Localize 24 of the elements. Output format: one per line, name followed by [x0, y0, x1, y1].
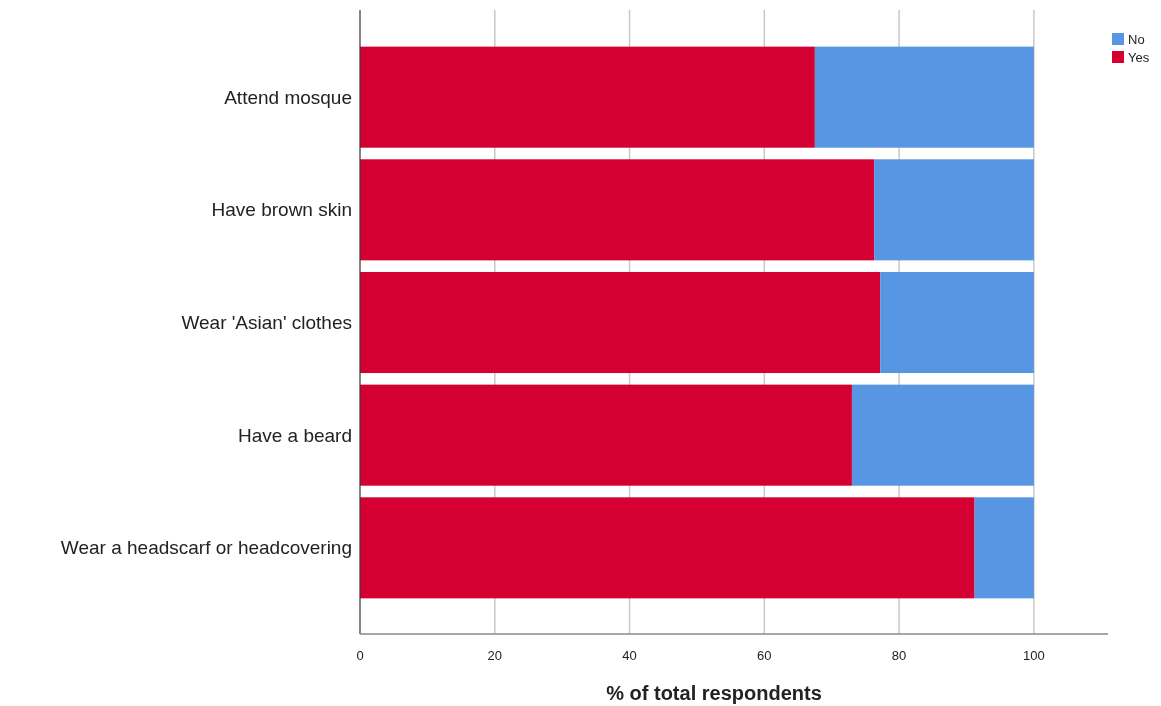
x-tick-label: 80	[891, 648, 907, 663]
bar	[880, 271, 1034, 374]
y-tick-label: Attend mosque	[224, 86, 352, 108]
x-tick-label: 60	[757, 648, 772, 663]
bar	[814, 46, 1034, 148]
y-tick-label: Have a beard	[237, 424, 352, 446]
bar	[874, 159, 1034, 261]
bar	[974, 497, 1034, 599]
y-tick-label: Wear a headscarf or headcovering	[60, 537, 352, 559]
legend-label: No	[1128, 31, 1145, 47]
x-tick-label: 40	[622, 648, 637, 663]
x-tick-label: 0	[356, 648, 364, 663]
y-tick-label: Wear 'Asian' clothes	[181, 312, 352, 334]
bar	[360, 159, 875, 261]
bar	[360, 384, 852, 486]
bar	[360, 46, 815, 148]
bar	[851, 384, 1034, 486]
x-tick-label: 100	[1023, 648, 1045, 663]
bar	[360, 271, 881, 374]
x-tick-label: 20	[487, 648, 503, 663]
x-axis-title: % of total respondents	[606, 682, 822, 704]
legend-label: Yes	[1128, 49, 1150, 65]
y-tick-label: Have brown skin	[211, 199, 352, 221]
bar	[360, 497, 975, 599]
